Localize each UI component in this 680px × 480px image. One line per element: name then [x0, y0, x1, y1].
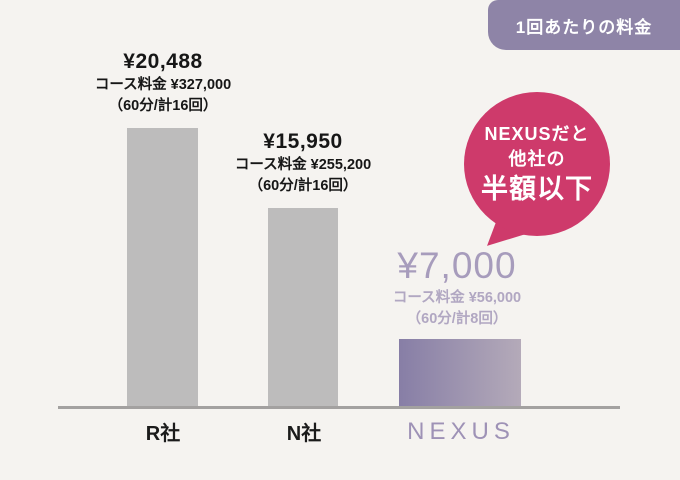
x-label-nexus: NEXUS [407, 418, 515, 445]
callout-line-1: NEXUSだと [484, 124, 590, 144]
callout-bubble: NEXUSだと 他社の 半額以下 [464, 92, 610, 236]
x-label-n: N社 [286, 423, 322, 445]
callout-line-2: 他社の [508, 149, 566, 169]
callout-line-3: 半額以下 [481, 174, 593, 204]
bar-r [127, 128, 198, 406]
x-label-r: R社 [145, 423, 181, 445]
per-session-price-n: ¥15,950 [263, 130, 343, 153]
course-price-r: コース料金 ¥327,000 [94, 77, 232, 93]
bar-annotation-nexus: ¥7,000 コース料金 ¥56,000 （60分/計8回） [337, 246, 577, 330]
course-price-nexus: コース料金 ¥56,000 [392, 290, 522, 306]
bar-annotation-n: ¥15,950 コース料金 ¥255,200 （60分/計16回） [183, 128, 423, 197]
per-session-fee-badge: 1回あたりの料金 [488, 0, 680, 50]
per-session-price-r: ¥20,488 [123, 50, 203, 73]
course-detail-n: （60分/計16回） [248, 178, 358, 194]
course-detail-nexus: （60分/計8回） [406, 311, 508, 327]
bar-nexus [399, 339, 521, 406]
course-detail-r: （60分/計16回） [108, 98, 218, 114]
x-axis-line [58, 406, 620, 409]
course-price-n: コース料金 ¥255,200 [234, 157, 372, 173]
bar-n [268, 208, 338, 406]
bar-annotation-r: ¥20,488 コース料金 ¥327,000 （60分/計16回） [43, 48, 283, 117]
per-session-price-nexus: ¥7,000 [397, 245, 517, 286]
